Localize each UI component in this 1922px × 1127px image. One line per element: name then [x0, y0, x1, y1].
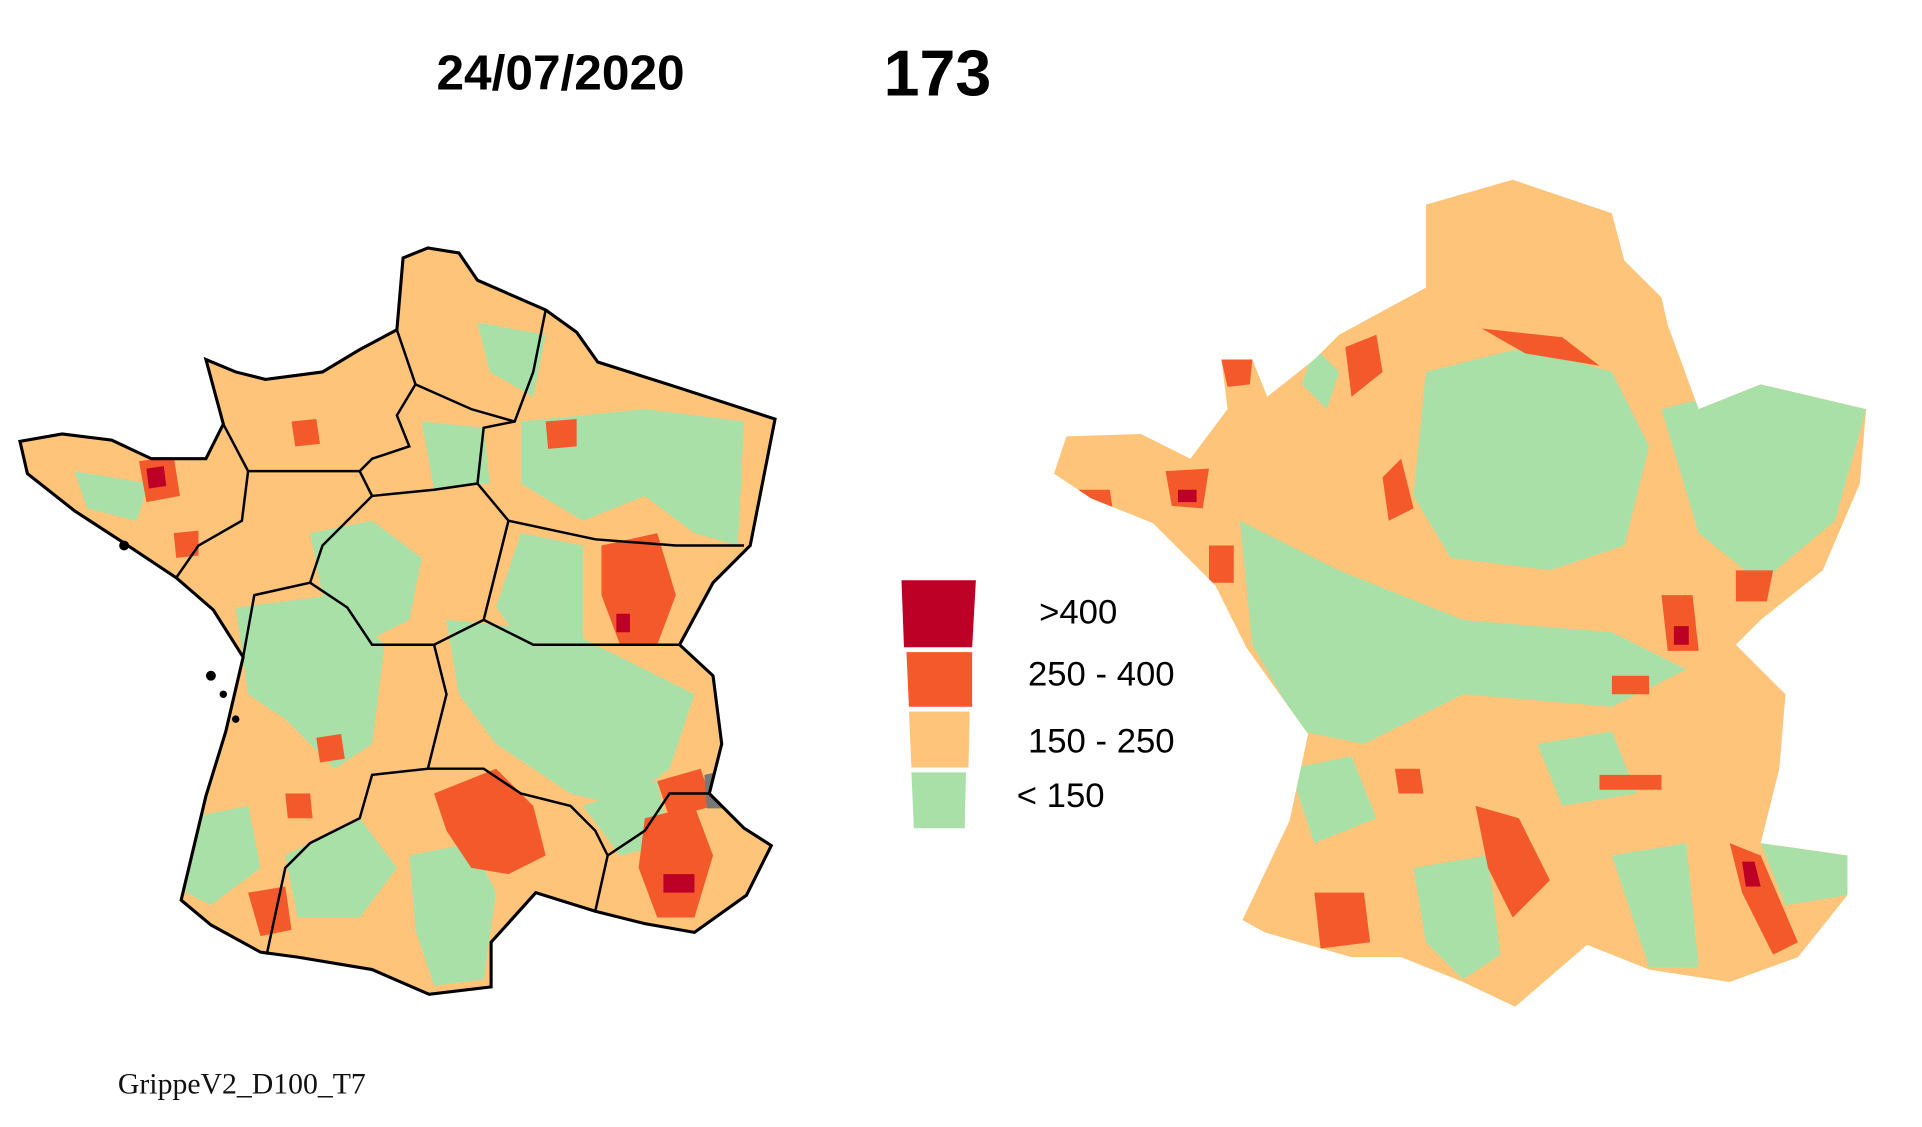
legend-label-lt150: < 150	[1017, 777, 1105, 815]
legend-swatch-250-400	[906, 652, 973, 707]
left-map	[18, 246, 777, 996]
legend-swatch-gt400	[901, 580, 976, 648]
credit-label: GrippeV2_D100_T7	[118, 1068, 366, 1101]
legend-swatch-lt150	[911, 772, 966, 829]
legend: >400 250 - 400 150 - 250 < 150	[901, 580, 1175, 829]
region-borders	[175, 309, 745, 955]
right-cartogram	[1053, 179, 1867, 1007]
date-title: 24/07/2020	[436, 44, 684, 100]
legend-label-150-250: 150 - 250	[1028, 723, 1175, 761]
count-title: 173	[884, 37, 992, 109]
legend-swatch-150-250	[908, 711, 970, 768]
islands	[119, 540, 240, 723]
legend-label-gt400: >400	[1039, 594, 1117, 632]
legend-label-250-400: 250 - 400	[1028, 656, 1175, 694]
cartogram-fill	[1078, 328, 1867, 980]
left-map-fill	[74, 322, 745, 986]
